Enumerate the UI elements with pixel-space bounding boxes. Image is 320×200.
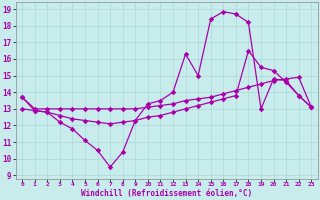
X-axis label: Windchill (Refroidissement éolien,°C): Windchill (Refroidissement éolien,°C)	[81, 189, 252, 198]
